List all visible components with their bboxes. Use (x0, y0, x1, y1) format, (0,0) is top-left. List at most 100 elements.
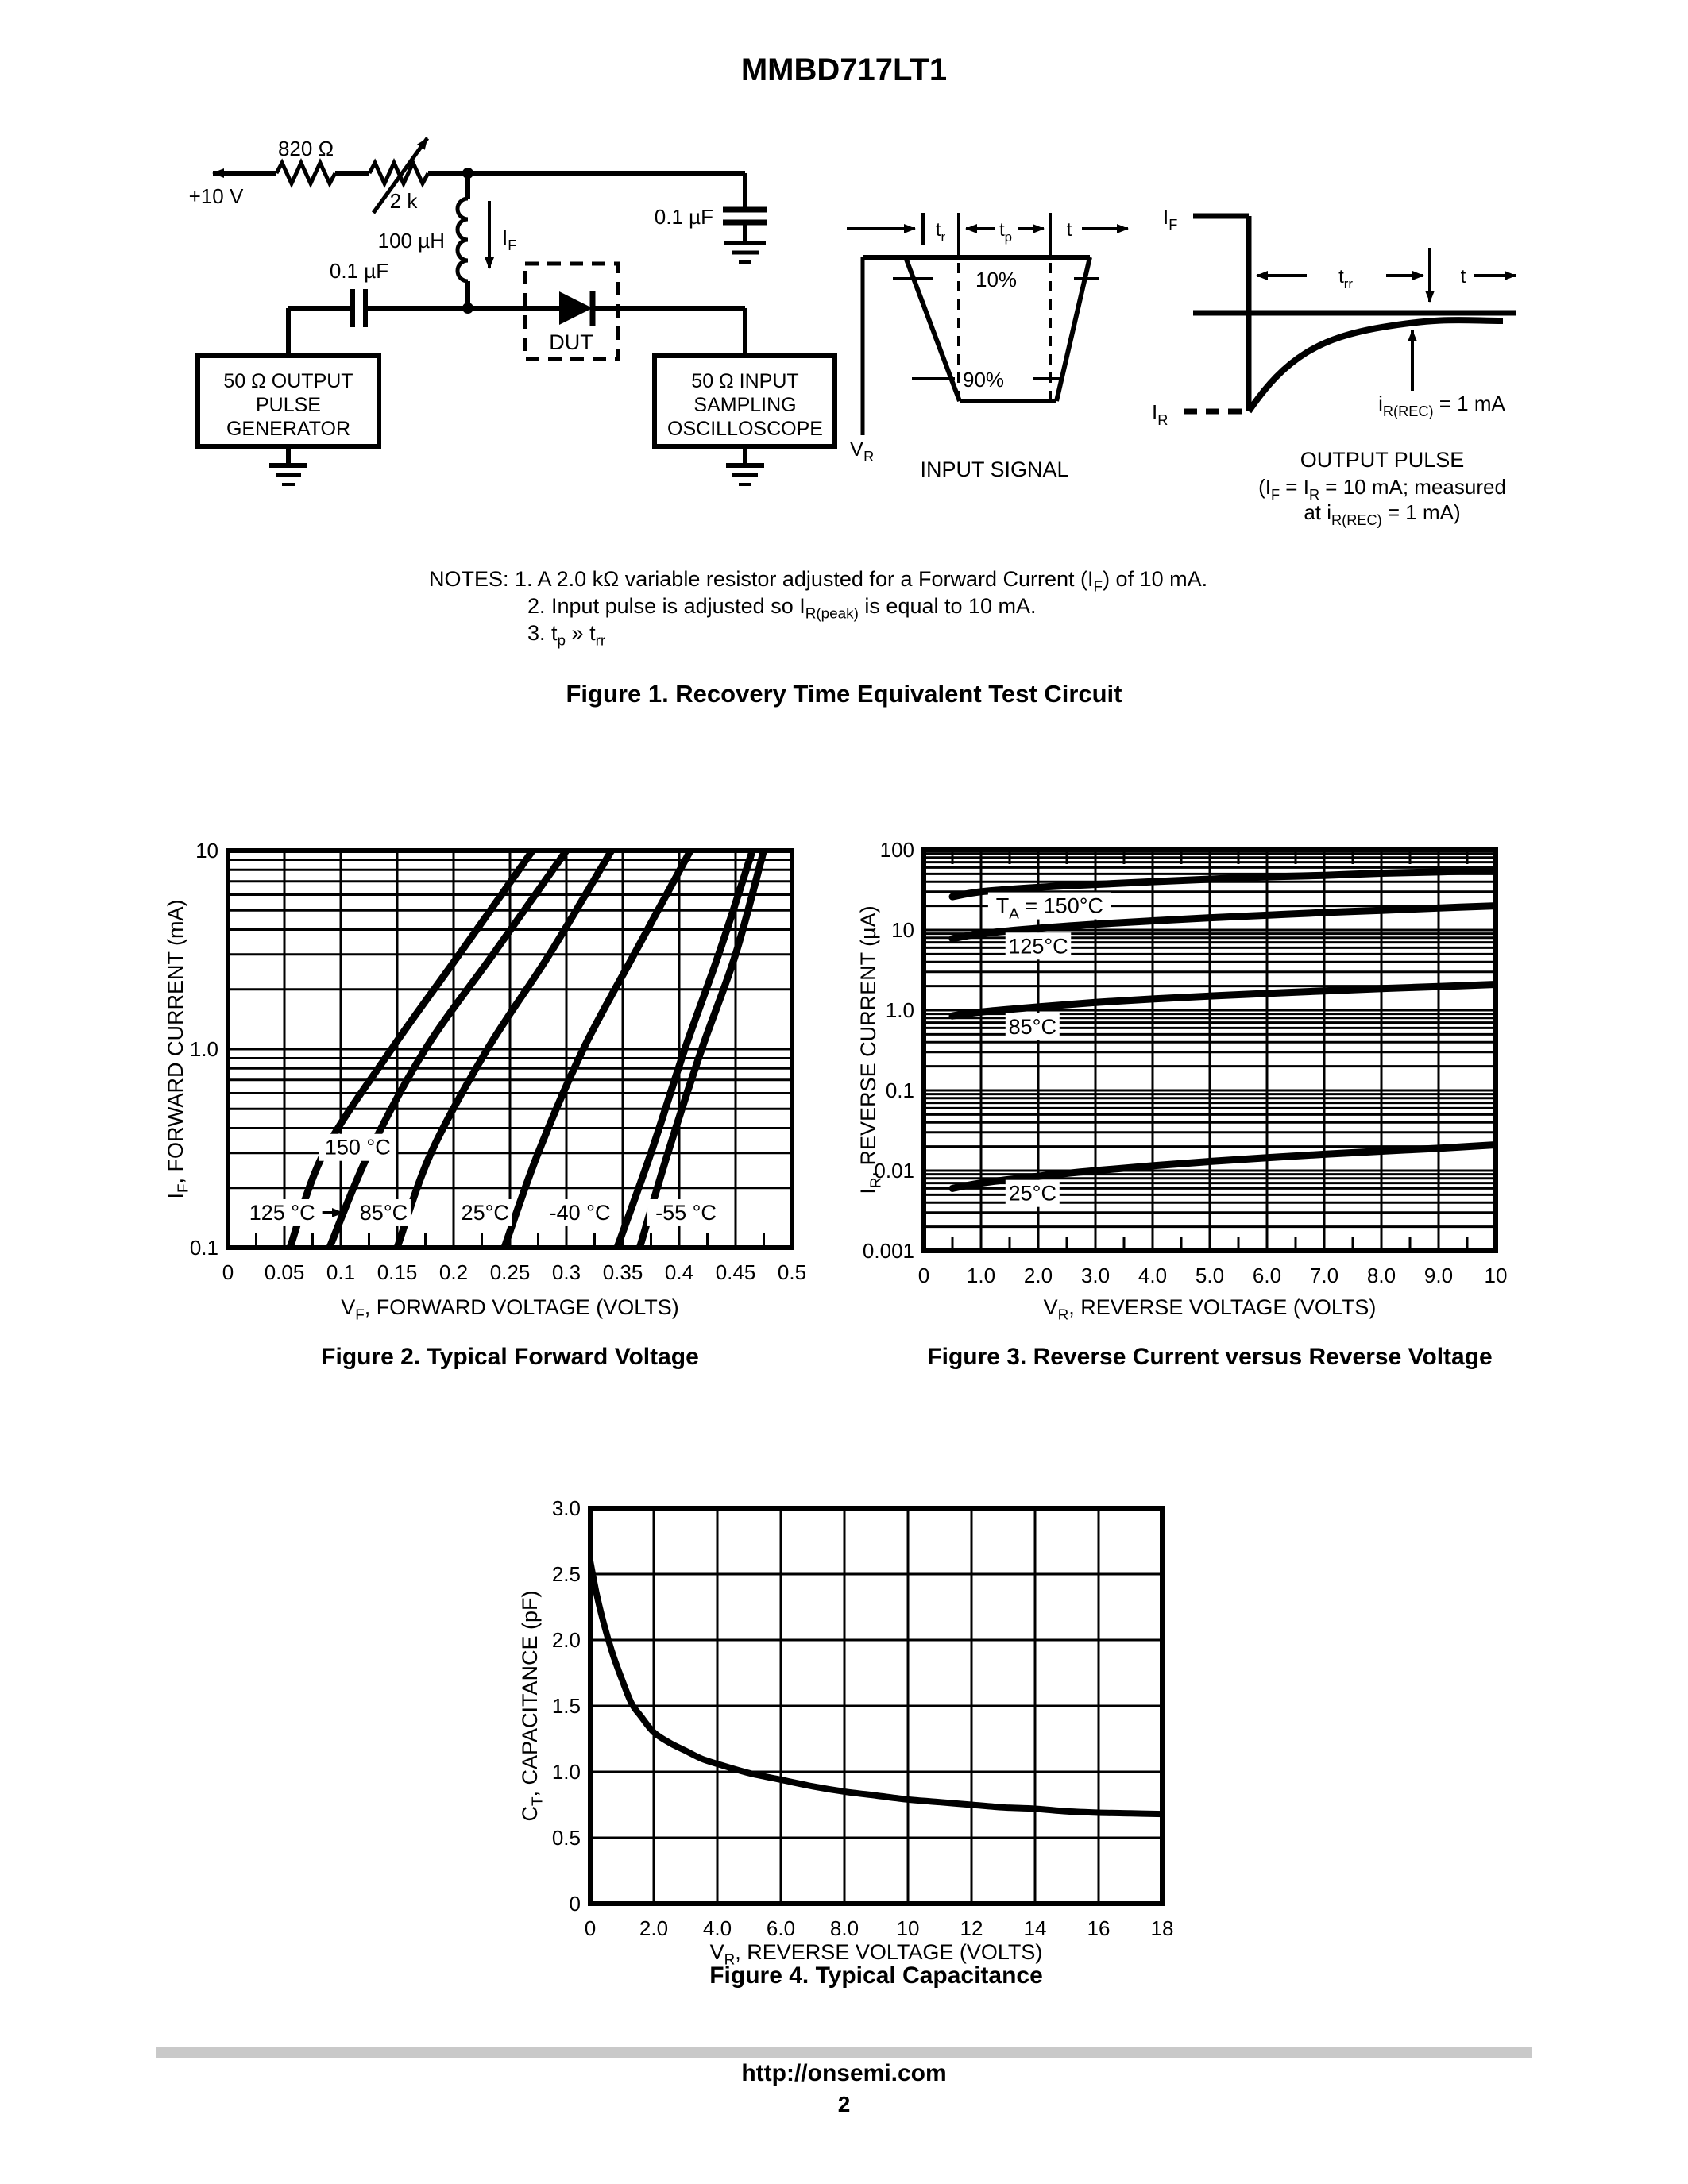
plot-border (921, 847, 1498, 1253)
label-t: t (1067, 219, 1072, 241)
curve-85°C (393, 851, 616, 1248)
label-resistor-2k: 2 k (390, 189, 419, 213)
y-tick-label: 2.5 (552, 1562, 581, 1586)
figure3-x-axis-label: VR, REVERSE VOLTAGE (VOLTS) (1043, 1295, 1377, 1324)
label-supply-voltage: +10 V (189, 184, 244, 208)
label-irec: iR(REC) = 1 mA (1378, 392, 1505, 419)
curve-label: 125°C (1008, 934, 1068, 958)
grid (228, 851, 792, 1248)
x-tick-label: 0.4 (665, 1260, 693, 1284)
x-tick-label: 8.0 (830, 1916, 859, 1940)
curve-150 °C (286, 851, 536, 1248)
x-tick-label: 0.3 (552, 1260, 581, 1284)
oscilloscope-label-line3: OSCILLOSCOPE (667, 418, 823, 440)
diode-symbol (559, 291, 593, 325)
footer-divider (156, 2047, 1532, 2058)
curve-label: 125 °C (249, 1201, 315, 1225)
note-line-1: NOTES: 1. A 2.0 kΩ variable resistor adj… (429, 567, 1208, 596)
circuit-labels: +10 V 820 Ω 2 k 100 µH IF 0.1 µF 0.1 µF … (189, 137, 1506, 528)
curve-label: 150 °C (325, 1136, 391, 1160)
curve-label: 25°C (1009, 1182, 1056, 1206)
y-tick-label: 0.5 (552, 1826, 581, 1850)
label-dut: DUT (549, 330, 593, 354)
x-tick-label: 14 (1024, 1916, 1047, 1940)
x-tick-label: 10 (897, 1916, 920, 1940)
x-tick-label: 0.5 (778, 1260, 806, 1284)
y-tick-label: 0.001 (863, 1239, 914, 1263)
y-tick-label: 1.0 (886, 998, 914, 1022)
x-tick-label: 0.15 (377, 1260, 418, 1284)
figure1-caption: Figure 1. Recovery Time Equivalent Test … (566, 680, 1122, 708)
x-tick-label: 1.0 (967, 1264, 995, 1287)
figure2-y-axis-label: IF, FORWARD CURRENT (mA) (164, 899, 192, 1199)
oscilloscope-label-line1: 50 Ω INPUT (691, 370, 798, 392)
curve--55 °C (635, 851, 767, 1248)
figure4-y-axis-label: CT, CAPACITANCE (pF) (518, 1590, 547, 1822)
oscilloscope-label-line2: SAMPLING (693, 394, 796, 416)
x-tick-label: 2.0 (639, 1916, 668, 1940)
output-pulse-cond1: (IF = IR = 10 mA; measured (1258, 475, 1506, 503)
x-tick-label: 4.0 (1138, 1264, 1167, 1287)
resistor-820-symbol (274, 158, 338, 188)
label-inductor: 100 µH (378, 229, 445, 253)
y-tick-label: 0 (570, 1892, 581, 1916)
figure2-caption: Figure 2. Typical Forward Voltage (321, 1344, 699, 1370)
inductor-symbol (455, 196, 469, 284)
generator-label-line2: PULSE (256, 394, 321, 416)
curve-label-bg (1005, 1179, 1060, 1207)
curve-label-bg (647, 1198, 725, 1226)
curve-25°C (500, 851, 694, 1248)
label-tp: tp (999, 219, 1012, 245)
x-tick-label: 9.0 (1424, 1264, 1453, 1287)
label-series-cap: 0.1 µF (330, 259, 388, 283)
curve-85°C (948, 980, 1496, 1020)
y-tick-label: 0.1 (190, 1236, 218, 1260)
figure4-x-axis-label: VR, REVERSE VOLTAGE (VOLTS) (709, 1940, 1043, 1969)
y-tick-label: 10 (891, 918, 914, 942)
curve-label: 25°C (462, 1201, 509, 1225)
curve-label-bg (243, 1198, 321, 1226)
x-tick-label: 0 (222, 1260, 234, 1284)
y-tick-label: 0.1 (886, 1078, 914, 1102)
y-tick-label: 10 (195, 839, 218, 862)
y-tick-label: 1.0 (552, 1760, 581, 1784)
curve-label: 85°C (1009, 1015, 1056, 1039)
input-signal-caption: INPUT SIGNAL (920, 457, 1068, 481)
label-forward-current: IF (502, 226, 516, 253)
curve-label-bg (458, 1198, 512, 1226)
x-tick-label: 6.0 (1253, 1264, 1281, 1287)
curve-125 °C (326, 851, 570, 1248)
label-trr: trr (1338, 266, 1353, 291)
label-90-percent: 90% (963, 368, 1004, 392)
label-if-output: IF (1163, 205, 1177, 233)
generator-label-line3: GENERATOR (226, 418, 350, 440)
x-tick-label: 0.45 (716, 1260, 756, 1284)
dut-box (523, 261, 620, 361)
page-title: MMBD717LT1 (740, 52, 948, 87)
figure2-chart: 150 °C 125 °C 85°C 25°C -40 °C -55 °C 0 0.05 0.1… (190, 839, 806, 1284)
figure4-caption: Figure 4. Typical Capacitance (709, 1962, 1043, 1989)
curve--40 °C (613, 851, 756, 1248)
x-tick-label: 0.05 (265, 1260, 305, 1284)
curve-label-bg (1005, 1013, 1060, 1040)
x-tick-label: 0.35 (603, 1260, 643, 1284)
x-tick-label: 18 (1151, 1916, 1174, 1940)
figure3-caption: Figure 3. Reverse Current versus Reverse… (927, 1344, 1493, 1370)
curve-label-bg (356, 1198, 411, 1226)
output-pulse-caption: OUTPUT PULSE (1300, 448, 1465, 472)
y-tick-label: 0.01 (874, 1159, 914, 1183)
note-line-2: 2. Input pulse is adjusted so IR(peak) i… (527, 594, 1037, 623)
y-tick-label: 3.0 (552, 1496, 581, 1520)
curve-label: TA = 150°C (996, 894, 1103, 923)
label-ir-output: IR (1152, 400, 1168, 428)
figure4-chart: 0 2.0 4.0 6.0 8.0 10 12 14 16 18 3.0 2.5 2.0 1.5 1.0 0.… (552, 1496, 1174, 1940)
curve-label-bg (541, 1198, 619, 1226)
y-tick-label: 100 (880, 838, 914, 862)
x-tick-label: 0 (585, 1916, 596, 1940)
y-tick-label: 2.0 (552, 1628, 581, 1652)
x-tick-label: 0.25 (490, 1260, 531, 1284)
x-tick-label: 6.0 (767, 1916, 795, 1940)
y-tick-label: 1.0 (190, 1037, 218, 1061)
curve-label: -55 °C (655, 1201, 717, 1225)
figure2-x-axis-label: VF, FORWARD VOLTAGE (VOLTS) (341, 1295, 679, 1324)
